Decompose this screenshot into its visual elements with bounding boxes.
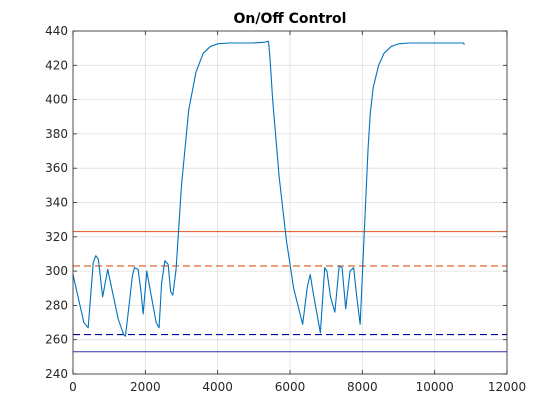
y-tick-label: 300 <box>45 264 68 278</box>
y-tick-label: 440 <box>45 24 68 38</box>
x-axis-ticks: 0 2000 4000 6000 8000 10000 12000 <box>69 31 526 394</box>
x-tick-label: 4000 <box>202 380 233 394</box>
reference-lines <box>73 231 507 353</box>
x-tick-label: 8000 <box>347 380 378 394</box>
y-tick-label: 360 <box>45 161 68 175</box>
chart-title: On/Off Control <box>234 11 347 27</box>
y-tick-label: 380 <box>45 127 68 141</box>
y-tick-label: 280 <box>45 298 68 312</box>
y-tick-label: 420 <box>45 58 68 72</box>
series-line-1 <box>72 40 465 337</box>
x-tick-label: 2000 <box>130 380 161 394</box>
x-tick-label: 0 <box>69 380 77 394</box>
y-tick-label: 340 <box>45 196 68 210</box>
series-lines <box>72 40 465 337</box>
y-tick-label: 240 <box>45 367 68 381</box>
x-tick-label: 6000 <box>275 380 306 394</box>
y-tick-label: 400 <box>45 93 68 107</box>
x-tick-label: 12000 <box>488 380 526 394</box>
y-axis-ticks: 240 260 280 300 320 340 360 380 400 420 440 <box>45 24 507 381</box>
y-tick-label: 320 <box>45 230 68 244</box>
y-tick-label: 260 <box>45 333 68 347</box>
x-tick-label: 10000 <box>416 380 454 394</box>
